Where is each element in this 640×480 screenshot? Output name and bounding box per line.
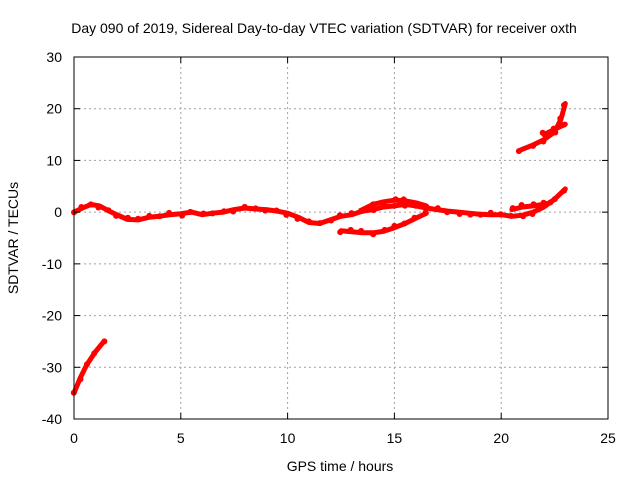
y-tick-label: -40: [42, 411, 62, 427]
data-point: [146, 212, 153, 219]
data-point: [422, 209, 429, 216]
data-point: [283, 211, 290, 218]
data-point: [273, 207, 280, 214]
data-point: [370, 207, 377, 214]
data-point: [518, 202, 525, 208]
data-point: [105, 207, 112, 214]
y-tick-label: 20: [46, 101, 62, 117]
data-point: [529, 211, 536, 217]
data-point: [392, 196, 399, 203]
data-point: [550, 125, 557, 132]
data-point: [467, 211, 474, 218]
x-tick-label: 15: [387, 430, 403, 446]
x-tick-label: 0: [70, 430, 78, 446]
data-point: [540, 199, 547, 206]
data-point: [551, 196, 558, 202]
data-point: [347, 226, 354, 233]
chart-title: Day 090 of 2019, Sidereal Day-to-day VTE…: [71, 20, 577, 36]
data-point: [381, 226, 388, 233]
data-point: [530, 201, 537, 208]
data-point: [401, 202, 408, 209]
y-tick-label: 10: [46, 152, 62, 168]
data-point: [561, 187, 567, 194]
plot-frame: [73, 56, 609, 420]
data-point: [391, 222, 398, 229]
x-tick-label: 25: [600, 430, 616, 446]
data-point: [401, 220, 408, 227]
data-point: [391, 202, 398, 209]
y-tick-label: -10: [42, 256, 62, 272]
data-point: [434, 205, 441, 212]
data-point: [540, 138, 547, 145]
data-point: [423, 204, 430, 211]
data-point: [156, 213, 163, 220]
y-tick-label: 0: [54, 204, 62, 220]
data-point: [413, 200, 420, 207]
y-tick-label: -20: [42, 308, 62, 324]
y-tick-label: -30: [42, 359, 62, 375]
data-point: [101, 338, 108, 345]
data-point: [187, 208, 194, 215]
x-tick-label: 5: [177, 430, 185, 446]
data-point: [561, 102, 567, 109]
data-point: [497, 211, 504, 218]
data-point: [515, 148, 522, 155]
grid-lines: [74, 57, 608, 419]
data-point: [336, 212, 343, 219]
data-point: [411, 214, 418, 221]
data-point: [179, 212, 186, 219]
data-point: [547, 199, 554, 206]
x-tick-label: 10: [280, 430, 296, 446]
data-point: [359, 208, 366, 214]
data-point: [530, 142, 537, 149]
data-point: [509, 205, 516, 212]
data-point: [316, 220, 323, 227]
data-point: [508, 212, 514, 219]
data-point: [135, 215, 142, 222]
data-point: [91, 350, 98, 357]
axis-ticks: 0 5 10 15 20 25 -40 -30 -20 -10 0 10 20 30: [42, 49, 616, 446]
data-point: [166, 209, 173, 216]
data-point: [262, 207, 269, 214]
y-axis-label: SDTVAR / TECUs: [5, 182, 21, 294]
data-point: [539, 129, 546, 136]
y-tick-label: 30: [46, 49, 62, 65]
x-tick-label: 20: [493, 430, 509, 446]
data-point: [221, 208, 227, 215]
data-point: [200, 210, 207, 217]
data-point: [520, 213, 527, 220]
data-point: [477, 211, 484, 218]
data-point: [560, 121, 567, 128]
x-axis-label: GPS time / hours: [287, 458, 394, 474]
data-point: [209, 210, 216, 217]
data-point: [77, 376, 84, 383]
data-point: [87, 201, 94, 208]
data-point: [358, 227, 365, 234]
data-point: [456, 211, 463, 217]
data-point: [83, 361, 90, 368]
data-point: [444, 209, 451, 216]
data-point: [78, 204, 85, 210]
data-point: [379, 200, 386, 206]
data-point: [348, 210, 355, 217]
data-point: [337, 229, 344, 236]
data-point: [370, 201, 377, 208]
data-point: [328, 217, 335, 224]
data-point: [95, 204, 102, 211]
data-point: [230, 208, 237, 215]
data-point: [305, 218, 312, 225]
data-series: [70, 101, 568, 396]
data-point: [557, 115, 564, 122]
data-point: [370, 231, 377, 238]
data-point: [241, 203, 248, 210]
data-point: [294, 215, 301, 222]
data-point: [487, 209, 494, 216]
data-point: [113, 212, 120, 219]
data-point: [252, 205, 259, 212]
data-point: [124, 214, 131, 221]
data-point: [400, 196, 407, 203]
